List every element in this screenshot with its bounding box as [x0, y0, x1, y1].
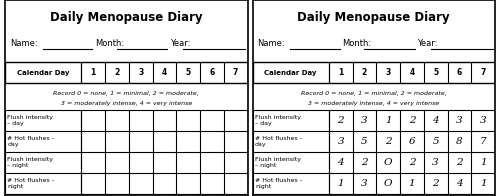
Text: 2: 2	[408, 116, 416, 125]
Text: Calendar Day: Calendar Day	[264, 70, 317, 75]
Text: Month:: Month:	[94, 39, 124, 48]
Text: Record 0 = none, 1 = minimal, 2 = moderate,: Record 0 = none, 1 = minimal, 2 = modera…	[301, 91, 446, 96]
Text: Record 0 = none, 1 = minimal, 2 = moderate,: Record 0 = none, 1 = minimal, 2 = modera…	[54, 91, 199, 96]
Text: 1: 1	[480, 179, 486, 188]
Text: # Hot flushes –
night: # Hot flushes – night	[255, 178, 302, 189]
Text: 2: 2	[408, 158, 416, 167]
Text: 7: 7	[480, 137, 486, 146]
Text: 2: 2	[361, 158, 368, 167]
Text: 3: 3	[338, 137, 344, 146]
Text: # Hot flushes –
day: # Hot flushes – day	[8, 136, 55, 147]
Text: Daily Menopause Diary: Daily Menopause Diary	[298, 11, 450, 24]
Text: Name:: Name:	[258, 39, 285, 48]
Text: 6: 6	[457, 68, 462, 77]
Text: # Hot flushes –
night: # Hot flushes – night	[8, 178, 55, 189]
Text: O: O	[384, 179, 392, 188]
Text: 2: 2	[114, 68, 119, 77]
Text: Month:: Month:	[342, 39, 372, 48]
Text: 2: 2	[338, 116, 344, 125]
Text: 3: 3	[361, 116, 368, 125]
Text: 3 = moderately intense, 4 = very intense: 3 = moderately intense, 4 = very intense	[308, 101, 440, 106]
Text: 3: 3	[361, 179, 368, 188]
Text: Flush intensity
– night: Flush intensity – night	[8, 157, 54, 168]
Text: 8: 8	[456, 137, 462, 146]
Text: Year:: Year:	[418, 39, 438, 48]
Text: 2: 2	[456, 158, 462, 167]
Text: 3: 3	[480, 116, 486, 125]
Text: 1: 1	[338, 179, 344, 188]
Text: 5: 5	[186, 68, 190, 77]
Text: 2: 2	[432, 179, 439, 188]
Text: # Hot flushes –
day: # Hot flushes – day	[255, 136, 302, 147]
Text: O: O	[384, 158, 392, 167]
Text: 5: 5	[433, 68, 438, 77]
Text: 7: 7	[480, 68, 486, 77]
Text: Flush intensity
– night: Flush intensity – night	[255, 157, 301, 168]
Text: Calendar Day: Calendar Day	[17, 70, 70, 75]
Text: 1: 1	[408, 179, 416, 188]
Text: 4: 4	[338, 158, 344, 167]
Text: 4: 4	[410, 68, 414, 77]
Text: Flush intensity
– day: Flush intensity – day	[255, 115, 301, 126]
Text: 4: 4	[456, 179, 462, 188]
Text: Name:: Name:	[10, 39, 38, 48]
Text: 5: 5	[361, 137, 368, 146]
Text: 3: 3	[138, 68, 143, 77]
Text: 2: 2	[362, 68, 367, 77]
Text: 3: 3	[456, 116, 462, 125]
Text: 1: 1	[338, 68, 344, 77]
Text: 3: 3	[432, 158, 439, 167]
Text: 6: 6	[210, 68, 214, 77]
Text: Year:: Year:	[170, 39, 190, 48]
Text: 4: 4	[162, 68, 167, 77]
Text: Daily Menopause Diary: Daily Menopause Diary	[50, 11, 203, 24]
Text: 7: 7	[233, 68, 238, 77]
Text: 1: 1	[480, 158, 486, 167]
Text: 3 = moderately intense, 4 = very intense: 3 = moderately intense, 4 = very intense	[60, 101, 192, 106]
Text: 5: 5	[432, 137, 439, 146]
Text: 6: 6	[408, 137, 416, 146]
Text: 1: 1	[90, 68, 96, 77]
Text: 2: 2	[385, 137, 392, 146]
Text: 3: 3	[386, 68, 391, 77]
Text: 4: 4	[432, 116, 439, 125]
Text: Flush intensity
– day: Flush intensity – day	[8, 115, 54, 126]
Text: 1: 1	[385, 116, 392, 125]
